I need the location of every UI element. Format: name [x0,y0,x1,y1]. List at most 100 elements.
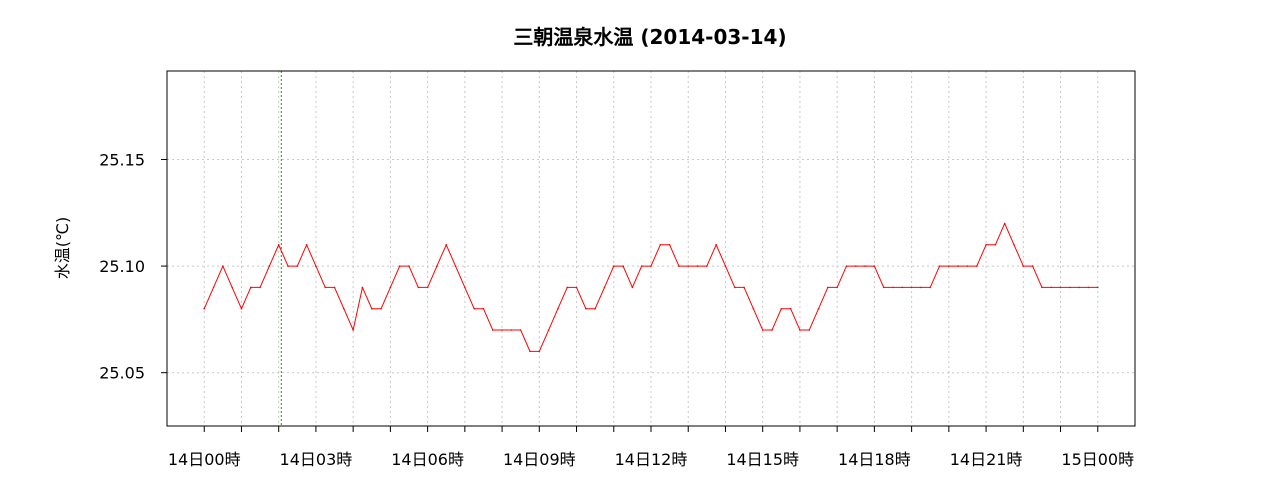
data-point [910,286,913,289]
data-point [678,265,680,267]
data-point [361,286,364,289]
data-point [752,307,755,310]
data-point [398,265,401,267]
x-tick-label: 14日21時 [950,450,1023,469]
x-tick-label: 14日06時 [391,450,464,469]
data-point [557,307,559,310]
data-point [231,286,233,289]
data-point [575,286,578,289]
data-point [1087,286,1090,289]
data-point [585,307,587,310]
data-point [622,265,624,267]
data-point [789,307,792,310]
data-point [687,265,690,267]
data-point [901,286,904,289]
data-point [436,265,438,267]
x-tick-label: 14日00時 [168,450,241,469]
y-tick-label: 25.05 [99,364,145,383]
data-point [510,329,513,331]
data-point [389,286,392,289]
data-point [882,286,885,289]
data-point [529,350,531,353]
data-point [836,286,838,289]
data-point [1003,222,1006,225]
data-point [1078,286,1080,289]
data-point [873,265,876,267]
data-point [771,329,773,331]
data-point [1059,286,1062,289]
data-point [892,286,894,289]
data-point [724,265,727,267]
data-point [1013,243,1015,246]
data-point [491,329,494,331]
x-tick-label: 14日18時 [838,450,911,469]
data-point [659,243,662,246]
data-point [780,307,783,310]
data-series [203,222,1099,353]
data-point [957,265,959,267]
data-point [706,265,708,267]
y-axis-label: 水温(℃) [53,217,72,279]
data-point [827,286,829,289]
data-point [594,307,596,310]
data-point [631,286,634,289]
data-point [519,329,522,331]
data-point [473,307,475,310]
data-point [864,265,866,267]
data-point [277,243,280,246]
data-point [668,243,671,246]
data-point [315,265,317,267]
data-point [640,265,643,267]
x-tick-label: 14日09時 [503,450,576,469]
data-point [929,286,932,289]
data-point [696,265,699,267]
data-point [975,265,978,267]
data-point [1041,286,1043,289]
data-point [920,286,922,289]
data-point [817,307,820,310]
data-point [1022,265,1025,267]
data-point [370,307,373,310]
data-point [1050,286,1053,289]
data-point [948,265,950,267]
data-point [268,265,271,267]
data-point [1031,265,1034,267]
x-axis: 14日00時 14日03時 14日06時 14日09時 14日12時 14日15時 14日1… [168,426,1134,469]
data-point [845,265,848,267]
data-point [566,286,569,289]
data-point [761,329,764,331]
data-point [222,265,224,267]
data-point [938,265,941,267]
chart-title: 三朝温泉水温 (2014-03-14) [513,25,786,49]
data-point [324,286,327,289]
data-point [715,243,717,246]
data-point [417,286,420,289]
data-point [985,243,987,246]
data-point [547,329,550,331]
y-tick-label: 25.10 [99,257,145,276]
data-point [454,265,457,267]
data-point [445,243,448,246]
data-point [212,286,215,289]
data-point [854,265,857,267]
data-point [799,329,801,331]
data-point [501,329,503,331]
data-point [296,265,299,267]
data-point [733,286,736,289]
data-point [287,265,289,267]
data-point [343,307,345,310]
data-point [482,307,485,310]
data-point [743,286,745,289]
data-point [240,307,243,310]
data-point [464,286,466,289]
grid-lines [167,71,1135,426]
data-point [966,265,969,267]
data-point [538,350,541,353]
x-tick-label: 14日12時 [615,450,688,469]
data-point [305,243,308,246]
x-tick-label: 15日00時 [1061,450,1134,469]
data-point [333,286,336,289]
data-point [203,307,206,310]
data-point [650,265,652,267]
